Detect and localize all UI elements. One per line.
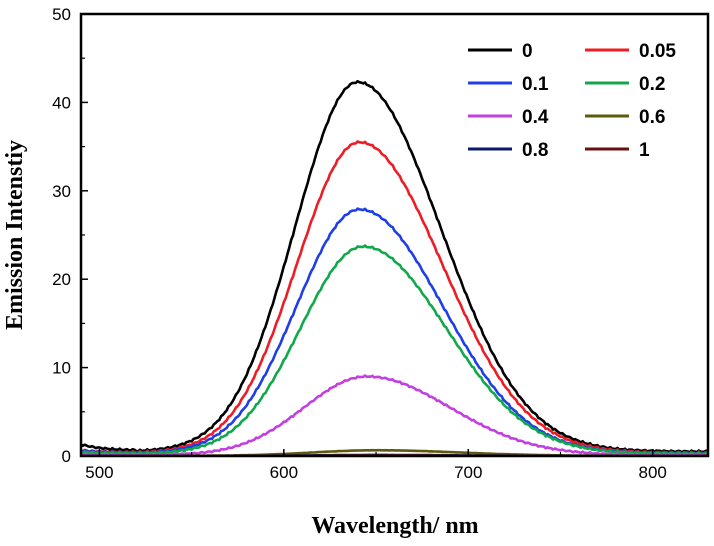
series-line-0.4 [81, 374, 708, 456]
legend-label-0: 0 [522, 41, 533, 62]
legend-label-0.6: 0.6 [639, 107, 665, 128]
plot-frame [79, 12, 710, 458]
legend-label-0.2: 0.2 [639, 74, 665, 95]
legend-label-0.8: 0.8 [522, 140, 548, 161]
y-axis-title: Emission Intenstiy [2, 140, 28, 330]
y-tick-label: 50 [52, 5, 71, 24]
legend: 0 0.05 0.1 0.2 0.4 0.6 0.8 1 [468, 41, 676, 161]
y-tick-label: 10 [52, 359, 71, 378]
legend-label-0.05: 0.05 [639, 41, 676, 62]
legend-label-1: 1 [639, 140, 650, 161]
series-line-0 [81, 79, 708, 454]
series-line-0.05 [81, 140, 708, 455]
legend-label-0.4: 0.4 [522, 107, 549, 128]
x-axis-title: Wavelength/ nm [311, 513, 478, 539]
y-tick-label: 0 [62, 447, 71, 466]
series-line-0.2 [81, 244, 708, 456]
legend-label-0.1: 0.1 [522, 74, 549, 95]
y-tick-label: 30 [52, 182, 71, 201]
x-tick-label: 500 [85, 463, 113, 482]
y-tick-label: 40 [52, 93, 71, 112]
series-line-0.1 [81, 207, 708, 456]
x-tick-label: 600 [270, 463, 298, 482]
y-tick-label: 20 [52, 270, 71, 289]
x-tick-label: 700 [454, 463, 482, 482]
x-tick-label: 800 [638, 463, 666, 482]
series-layer [81, 79, 708, 456]
